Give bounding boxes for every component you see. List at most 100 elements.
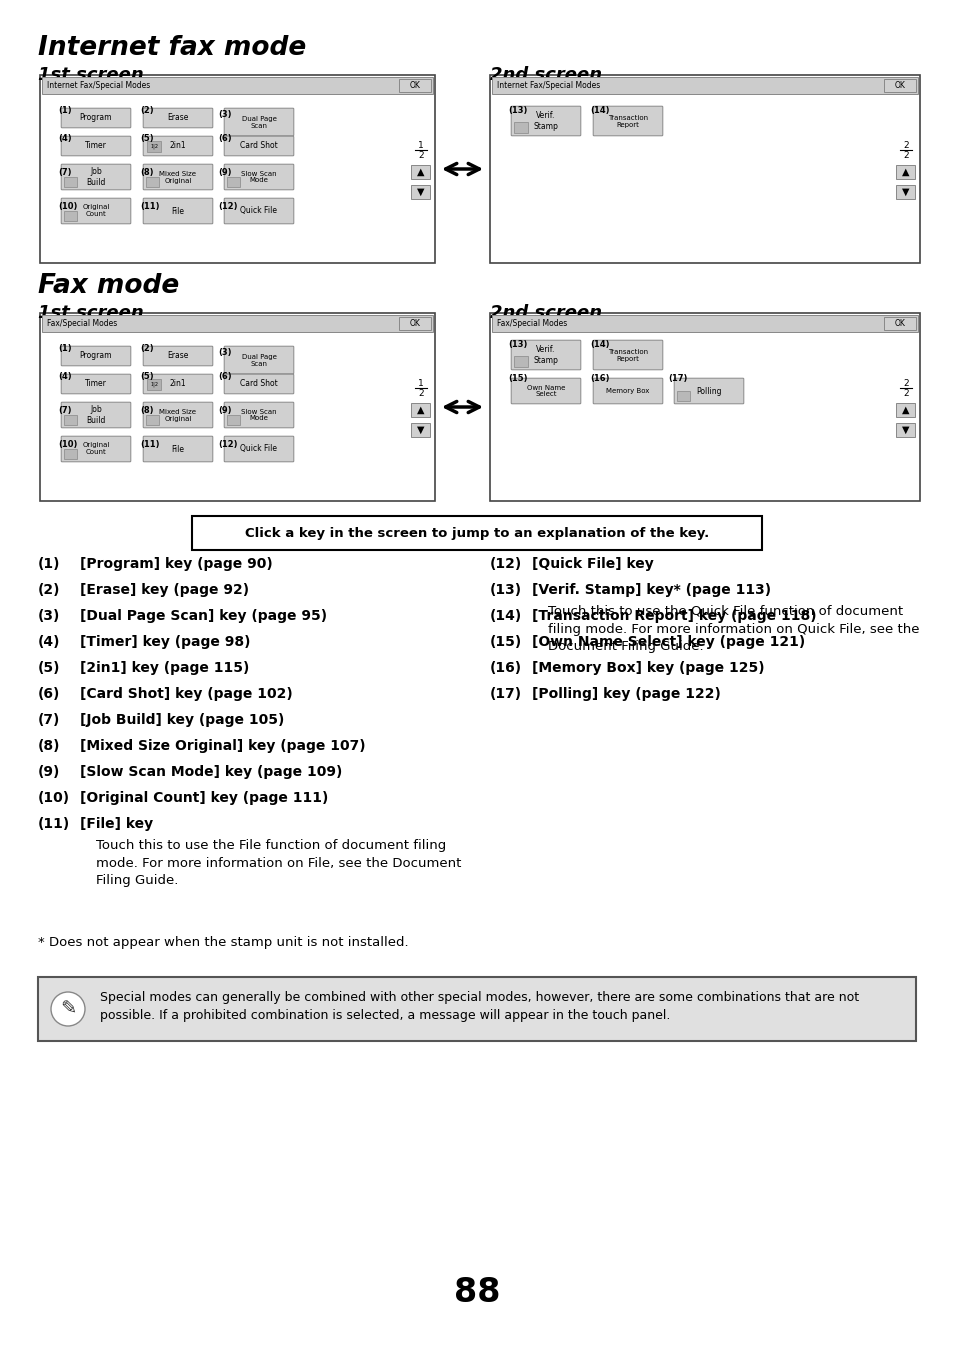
Text: (4): (4) [58,372,71,381]
Bar [227,177,240,186]
FancyBboxPatch shape [674,378,743,404]
Text: Verif.
Stamp: Verif. Stamp [533,111,558,131]
Text: (13): (13) [507,340,527,349]
FancyBboxPatch shape [224,374,294,393]
Text: (5): (5) [140,372,153,381]
FancyBboxPatch shape [143,108,213,128]
Text: Original
Count: Original Count [82,443,110,455]
Text: (3): (3) [218,349,232,357]
Text: OK: OK [894,81,904,91]
Text: Erase: Erase [167,113,189,123]
Text: (7): (7) [38,713,60,727]
FancyBboxPatch shape [61,108,131,128]
Text: [Job Build] key (page 105): [Job Build] key (page 105) [80,713,284,727]
Text: (8): (8) [140,168,153,177]
FancyBboxPatch shape [143,403,213,428]
Text: Internet Fax/Special Modes: Internet Fax/Special Modes [47,81,150,91]
Text: 1: 1 [417,141,423,150]
FancyBboxPatch shape [511,378,580,404]
Text: (12): (12) [218,203,237,211]
Text: (4): (4) [38,635,60,648]
Text: Quick File: Quick File [240,207,277,216]
Text: (10): (10) [58,440,77,449]
Text: (13): (13) [507,105,527,115]
Text: (9): (9) [218,407,232,415]
Text: [Erase] key (page 92): [Erase] key (page 92) [80,584,249,597]
Bar [64,449,77,459]
Text: 2: 2 [902,151,908,161]
Bar [42,315,433,332]
Text: 2: 2 [902,378,908,388]
Text: File: File [172,207,184,216]
Bar [40,76,435,263]
FancyBboxPatch shape [143,165,213,189]
Text: ▼: ▼ [416,426,424,435]
FancyBboxPatch shape [511,107,580,136]
Text: OK: OK [409,81,420,91]
FancyBboxPatch shape [61,374,131,393]
Text: (1): (1) [58,105,71,115]
Text: [Dual Page Scan] key (page 95): [Dual Page Scan] key (page 95) [80,609,327,623]
Text: (2): (2) [140,345,153,353]
FancyBboxPatch shape [224,136,294,155]
Text: Quick File: Quick File [240,444,277,454]
Text: (15): (15) [507,374,527,382]
Text: Card Shot: Card Shot [240,142,277,150]
Bar [490,313,919,501]
Text: 2in1: 2in1 [170,142,186,150]
Text: Card Shot: Card Shot [240,380,277,389]
FancyBboxPatch shape [224,165,294,189]
FancyBboxPatch shape [593,378,662,404]
FancyBboxPatch shape [224,436,294,462]
Text: (2): (2) [140,105,153,115]
Text: Click a key in the screen to jump to an explanation of the key.: Click a key in the screen to jump to an … [245,527,708,539]
Text: (8): (8) [38,739,60,753]
Text: (12): (12) [490,557,521,571]
Bar [411,423,430,436]
Text: (12): (12) [218,440,237,449]
FancyBboxPatch shape [61,436,131,462]
FancyBboxPatch shape [143,199,213,224]
FancyBboxPatch shape [224,403,294,428]
Text: Touch this to use the File function of document filing
mode. For more informatio: Touch this to use the File function of d… [96,839,461,888]
Text: 1st screen: 1st screen [38,304,144,322]
Bar [883,317,915,330]
Text: 88: 88 [454,1277,499,1309]
Text: [File] key: [File] key [80,817,153,831]
Text: ▼: ▼ [901,426,908,435]
Text: (3): (3) [38,609,60,623]
Text: (5): (5) [140,134,153,143]
Text: Program: Program [80,351,112,361]
Bar [64,211,77,222]
Text: possible. If a prohibited combination is selected, a message will appear in the : possible. If a prohibited combination is… [100,1009,670,1021]
Bar [42,77,433,95]
Text: [Original Count] key (page 111): [Original Count] key (page 111) [80,790,328,805]
FancyBboxPatch shape [593,340,662,370]
Text: [Polling] key (page 122): [Polling] key (page 122) [532,688,720,701]
FancyBboxPatch shape [61,346,131,366]
Bar [147,380,161,390]
Text: (5): (5) [38,661,60,676]
Text: ▼: ▼ [416,186,424,197]
Text: Dual Page
Scan: Dual Page Scan [241,115,276,128]
Text: Job
Build: Job Build [86,405,106,424]
FancyBboxPatch shape [143,436,213,462]
Text: Program: Program [80,113,112,123]
Text: (9): (9) [218,168,232,177]
Text: Memory Box: Memory Box [606,388,649,394]
Text: Fax mode: Fax mode [38,273,179,299]
FancyBboxPatch shape [61,136,131,155]
Text: Polling: Polling [696,386,721,396]
Text: (17): (17) [490,688,521,701]
Text: Verif.
Stamp: Verif. Stamp [533,346,558,365]
Text: [Quick File] key: [Quick File] key [532,557,653,571]
Bar [411,403,430,417]
Text: Transaction
Report: Transaction Report [607,349,647,362]
Bar [146,415,159,426]
Bar [398,78,431,92]
Text: [2in1] key (page 115): [2in1] key (page 115) [80,661,249,676]
Text: ▲: ▲ [901,405,908,415]
Bar [490,76,919,263]
Text: Special modes can generally be combined with other special modes, however, there: Special modes can generally be combined … [100,992,859,1004]
Text: (8): (8) [140,407,153,415]
